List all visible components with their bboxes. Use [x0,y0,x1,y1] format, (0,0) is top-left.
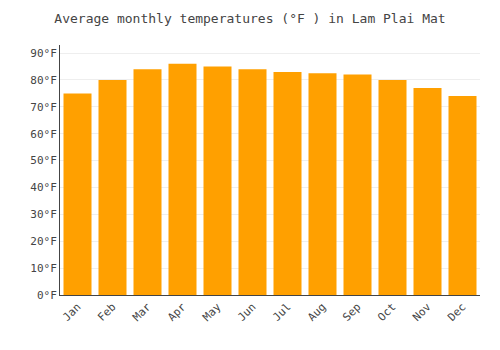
svg-text:60°F: 60°F [30,128,57,141]
svg-text:Mar: Mar [130,300,154,324]
svg-text:Oct: Oct [375,301,398,324]
svg-text:Nov: Nov [410,300,434,324]
svg-text:20°F: 20°F [30,235,57,248]
svg-text:Aug: Aug [305,301,328,324]
svg-text:Average monthly temperatures (: Average monthly temperatures (°F ) in La… [54,11,445,26]
svg-text:10°F: 10°F [30,262,57,275]
svg-text:Apr: Apr [165,300,189,324]
svg-text:40°F: 40°F [30,181,57,194]
svg-text:Feb: Feb [95,301,118,324]
svg-text:Jul: Jul [270,301,293,324]
svg-text:70°F: 70°F [30,101,57,114]
svg-text:30°F: 30°F [30,208,57,221]
svg-text:Jun: Jun [235,301,258,324]
svg-text:Jan: Jan [60,301,83,324]
svg-text:80°F: 80°F [30,74,57,87]
svg-text:50°F: 50°F [30,154,57,167]
svg-text:Sep: Sep [340,301,363,324]
svg-text:May: May [200,300,224,324]
svg-text:Dec: Dec [445,301,468,324]
svg-text:90°F: 90°F [30,47,57,60]
svg-text:0°F: 0°F [37,289,57,302]
